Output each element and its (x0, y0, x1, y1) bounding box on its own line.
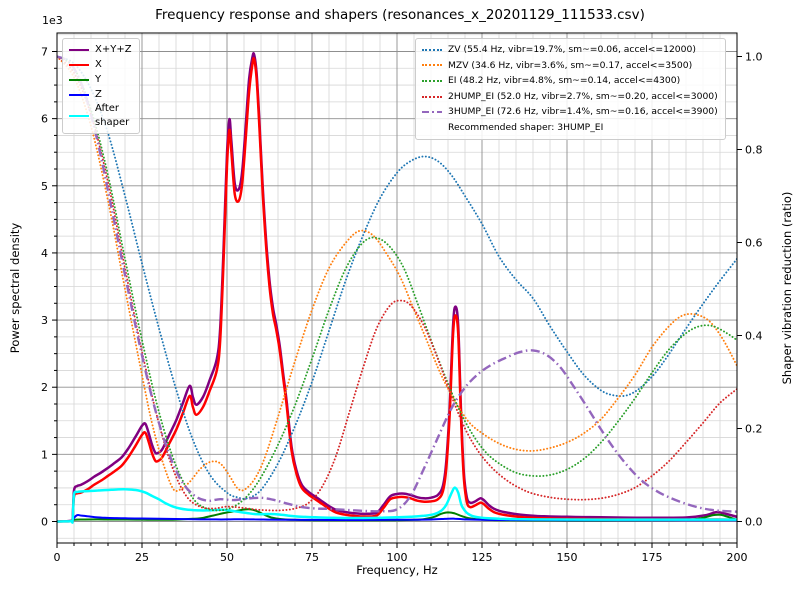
tick-label: 3 (41, 314, 48, 327)
mzv-line-swatch (422, 64, 442, 67)
tick-label: 7 (41, 46, 48, 59)
x-line-swatch (69, 63, 89, 66)
y-line-swatch (69, 78, 89, 81)
axis-layer: 0 25 50 75 100 125 150 175 200 0 1 2 3 4 5 6 7 0.0 0.2 0.4 0… (41, 46, 763, 565)
x+y+z-line-swatch (69, 48, 89, 51)
tick-label: 4 (41, 247, 48, 260)
tick-label: 0 (41, 516, 48, 529)
legend-item: 2HUMP_EI (52.0 Hz, vibr=2.7%, sm~=0.20, … (422, 89, 718, 105)
chart-title: Frequency response and shapers (resonanc… (155, 7, 645, 23)
legend-item: After shaper (69, 102, 132, 130)
tick-label: 150 (557, 551, 578, 564)
legend-item: EI (48.2 Hz, vibr=4.8%, sm~=0.14, accel<… (422, 73, 718, 89)
tick-label: 1.0 (745, 51, 763, 64)
legend-item-label: Z (95, 88, 102, 100)
legend-item-label: ZV (55.4 Hz, vibr=19.7%, sm~=0.06, accel… (448, 44, 696, 55)
tick-label: 0.6 (745, 237, 763, 250)
legend-item-label: 2HUMP_EI (52.0 Hz, vibr=2.7%, sm~=0.20, … (448, 90, 718, 102)
legend-item-label: MZV (34.6 Hz, vibr=3.6%, sm~=0.17, accel… (448, 59, 693, 71)
tick-label: 200 (727, 551, 748, 564)
tick-label: 0.4 (745, 330, 763, 343)
legend-item: X+Y+Z (69, 42, 132, 57)
series-2hump-ei (57, 55, 737, 512)
psd-axis-label: Power spectral density (8, 222, 22, 354)
3hump-ei-line-swatch (422, 110, 442, 114)
legend-item: ZV (55.4 Hz, vibr=19.7%, sm~=0.06, accel… (422, 42, 718, 58)
legend-item: Z (69, 87, 132, 102)
legend-item: 3HUMP_EI (72.6 Hz, vibr=1.4%, sm~=0.16, … (422, 104, 718, 120)
legend-item: Y (69, 72, 132, 87)
legend-item-label: After shaper (95, 103, 130, 128)
tick-label: 75 (305, 551, 319, 564)
tick-label: 0.8 (745, 144, 763, 157)
series-zv (57, 55, 737, 500)
ei-line-swatch (422, 79, 442, 82)
legend-item: MZV (34.6 Hz, vibr=3.6%, sm~=0.17, accel… (422, 58, 718, 74)
series-ei (57, 55, 737, 512)
tick-label: 0.2 (745, 423, 763, 436)
legend-item-label: X (95, 58, 102, 70)
frequency-axis-label: Frequency, Hz (356, 563, 438, 577)
legend-left: X+Y+Z X Y Z After shaper (62, 38, 140, 134)
tick-label: 0.0 (745, 516, 763, 529)
series-mzv (57, 55, 737, 493)
tick-label: 25 (135, 551, 149, 564)
tick-label: 2 (41, 381, 48, 394)
legend-item-label: X+Y+Z (95, 43, 132, 55)
zv-line-swatch (422, 48, 442, 51)
2hump-ei-line-swatch (422, 95, 442, 98)
y-axis-offset-text: 1e3 (42, 14, 63, 27)
series-z (57, 513, 737, 523)
after-shaper-line-swatch (69, 115, 89, 117)
recommended-shaper-note: Recommended shaper: 3HUMP_EI (422, 120, 718, 136)
series-x (57, 57, 737, 524)
tick-label: 50 (220, 551, 234, 564)
series-after-shaper (57, 486, 737, 524)
legend-item: X (69, 57, 132, 72)
tick-label: 125 (472, 551, 493, 564)
tick-label: 0 (54, 551, 61, 564)
series-3hump-ei (57, 55, 737, 513)
legend-item-label: EI (48.2 Hz, vibr=4.8%, sm~=0.14, accel<… (448, 75, 681, 87)
legend-item-label: 3HUMP_EI (72.6 Hz, vibr=1.4%, sm~=0.16, … (448, 106, 718, 118)
tick-label: 100 (387, 551, 408, 564)
ratio-axis-label: Shaper vibration reduction (ratio) (780, 191, 794, 385)
z-line-swatch (69, 93, 89, 96)
tick-label: 5 (41, 180, 48, 193)
tick-label: 175 (642, 551, 663, 564)
series-layer (57, 52, 737, 524)
tick-label: 1 (41, 448, 48, 461)
legend-item-label: Y (95, 73, 102, 85)
recommended-shaper-text: Recommended shaper: 3HUMP_EI (448, 121, 604, 133)
legend-right: ZV (55.4 Hz, vibr=19.7%, sm~=0.06, accel… (415, 38, 726, 140)
tick-label: 6 (41, 113, 48, 126)
